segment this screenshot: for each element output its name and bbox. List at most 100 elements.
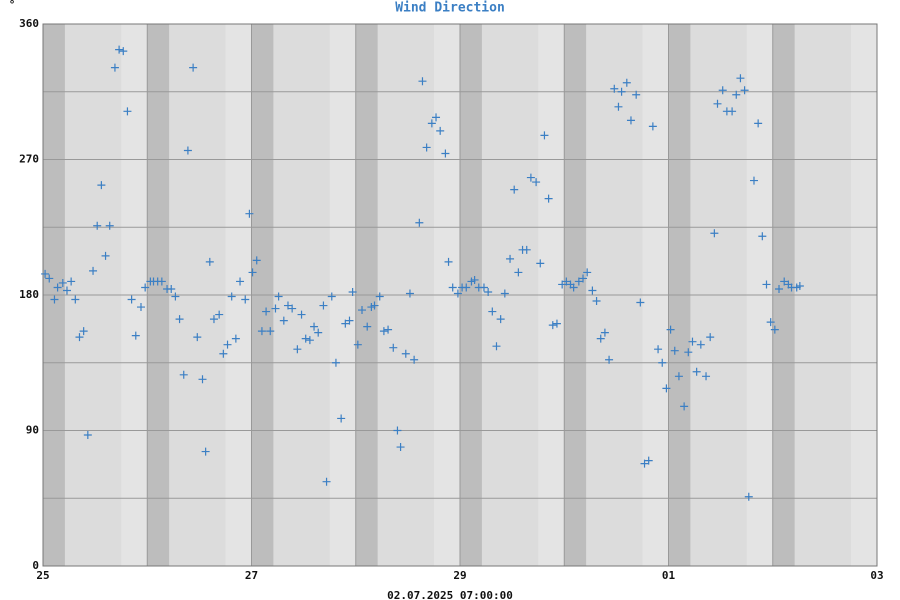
point — [401, 349, 410, 358]
point — [245, 209, 254, 218]
point — [389, 343, 398, 352]
point — [274, 292, 283, 301]
point — [562, 277, 571, 286]
point — [622, 78, 631, 87]
point — [297, 310, 306, 319]
point — [93, 221, 102, 230]
point — [436, 126, 445, 135]
x-tick-label: 01 — [662, 569, 676, 582]
point — [579, 274, 588, 283]
point — [470, 275, 479, 284]
point — [510, 185, 519, 194]
point — [674, 372, 683, 381]
point — [648, 122, 657, 131]
point — [775, 284, 784, 293]
point — [654, 345, 663, 354]
point — [231, 334, 240, 343]
point — [119, 47, 128, 56]
point — [62, 286, 71, 295]
x-tick-label: 27 — [245, 569, 258, 582]
point — [532, 178, 541, 187]
point — [79, 327, 88, 336]
point — [266, 327, 275, 336]
x-tick-label: 29 — [453, 569, 466, 582]
point — [506, 254, 515, 263]
point — [89, 266, 98, 275]
y-tick-label: 90 — [26, 424, 39, 437]
point — [488, 307, 497, 316]
point — [370, 301, 379, 310]
point — [183, 146, 192, 155]
point — [644, 456, 653, 465]
point — [205, 257, 214, 266]
chart-title: Wind Direction — [395, 1, 505, 16]
point — [514, 268, 523, 277]
point — [193, 333, 202, 342]
point — [710, 229, 719, 238]
point — [50, 295, 59, 304]
point — [358, 306, 367, 315]
point — [83, 431, 92, 440]
point — [688, 337, 697, 346]
point — [718, 86, 727, 95]
y-tick-label: 270 — [19, 153, 39, 166]
point — [405, 289, 414, 298]
point — [762, 280, 771, 289]
point — [574, 277, 583, 286]
point — [770, 325, 779, 334]
point — [479, 283, 488, 292]
point — [167, 284, 176, 293]
point — [337, 414, 346, 423]
y-tick-label: 0 — [32, 559, 39, 572]
x-tick-label: 25 — [36, 569, 49, 582]
point — [484, 287, 493, 296]
point — [215, 310, 224, 319]
point — [219, 349, 228, 358]
point — [702, 372, 711, 381]
point — [410, 355, 419, 364]
point — [53, 283, 62, 292]
point — [283, 301, 292, 310]
point — [558, 280, 567, 289]
point — [241, 295, 250, 304]
point — [375, 292, 384, 301]
point — [766, 318, 775, 327]
point — [740, 86, 749, 95]
point — [201, 447, 210, 456]
point — [692, 367, 701, 376]
point — [680, 402, 689, 411]
point — [427, 119, 436, 128]
point — [227, 292, 236, 301]
point — [610, 84, 619, 93]
point — [257, 327, 266, 336]
point — [728, 107, 737, 116]
point — [379, 327, 388, 336]
point — [327, 292, 336, 301]
point — [583, 268, 592, 277]
point — [353, 340, 362, 349]
point — [252, 256, 261, 265]
point — [319, 301, 328, 310]
point — [136, 303, 145, 312]
point — [453, 289, 462, 298]
point — [271, 304, 280, 313]
point — [101, 251, 110, 260]
point — [314, 328, 323, 337]
point — [322, 477, 331, 486]
point — [301, 334, 310, 343]
point — [41, 269, 50, 278]
point — [596, 334, 605, 343]
point — [592, 297, 601, 306]
point — [115, 45, 124, 54]
point — [198, 375, 207, 384]
point — [492, 342, 501, 351]
point — [744, 492, 753, 501]
point — [384, 325, 393, 334]
point — [600, 328, 609, 337]
point — [605, 355, 614, 364]
point — [432, 113, 441, 122]
point — [706, 333, 715, 342]
point — [189, 63, 198, 72]
point — [67, 277, 76, 286]
